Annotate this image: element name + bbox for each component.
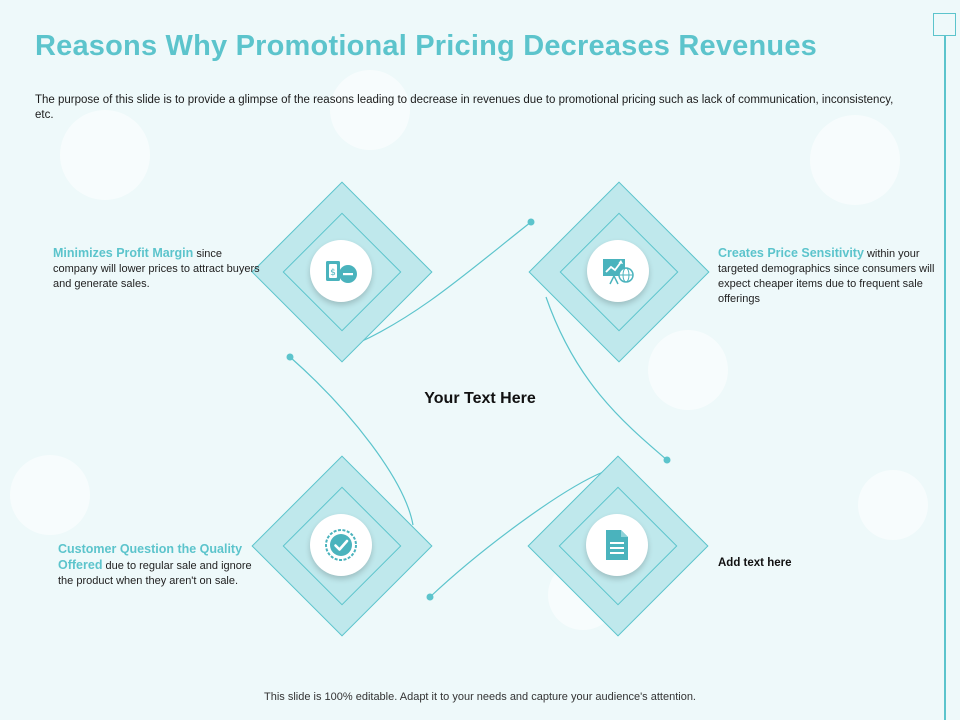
background-circle xyxy=(810,115,900,205)
badge-check-icon xyxy=(325,529,357,561)
point-heading: Customer Question the Quality Offered xyxy=(58,542,243,572)
chart-globe-icon xyxy=(603,259,634,285)
connector-line xyxy=(289,356,414,526)
connector-dot xyxy=(527,218,535,226)
document-icon xyxy=(606,530,628,560)
connector-dot xyxy=(286,353,294,361)
point-icon-circle xyxy=(586,514,648,576)
point-icon-circle xyxy=(310,514,372,576)
money-minus-icon: $ xyxy=(326,261,357,283)
point-text-price-sensitivity: Creates Price Sensitivity within your ta… xyxy=(718,246,943,307)
center-text: Your Text Here xyxy=(424,390,536,407)
point-text-profit-margin: Minimizes Profit Margin since company wi… xyxy=(53,246,263,292)
point-body: within your targeted demographics since … xyxy=(718,248,935,305)
page-title: Reasons Why Promotional Pricing Decrease… xyxy=(35,30,817,62)
connector-line xyxy=(357,221,532,344)
point-heading: Creates Price Sensitivity xyxy=(718,246,864,260)
connector-line xyxy=(429,471,604,598)
point-icon-circle: $ xyxy=(310,240,372,302)
page-subtitle: The purpose of this slide is to provide … xyxy=(35,94,894,121)
connector-dot xyxy=(426,593,434,601)
point-text-quality-offered: Customer Question the Quality Offered du… xyxy=(58,542,268,589)
point-icon-circle xyxy=(587,240,649,302)
corner-decoration xyxy=(933,13,956,36)
connector-line xyxy=(545,296,668,461)
background-circle xyxy=(858,470,928,540)
connector-dot xyxy=(663,456,671,464)
background-circle xyxy=(648,330,728,410)
background-circle xyxy=(60,110,150,200)
point-text-add: Add text here xyxy=(718,557,792,569)
background-circle xyxy=(10,455,90,535)
point-heading: Minimizes Profit Margin xyxy=(53,246,194,260)
background-circle xyxy=(330,70,410,150)
corner-line xyxy=(944,36,946,720)
footer-note: This slide is 100% editable. Adapt it to… xyxy=(264,691,696,703)
point-body: since company will lower prices to attra… xyxy=(53,248,260,290)
point-body: due to regular sale and ignore the produ… xyxy=(58,560,252,587)
svg-text:$: $ xyxy=(330,268,336,278)
